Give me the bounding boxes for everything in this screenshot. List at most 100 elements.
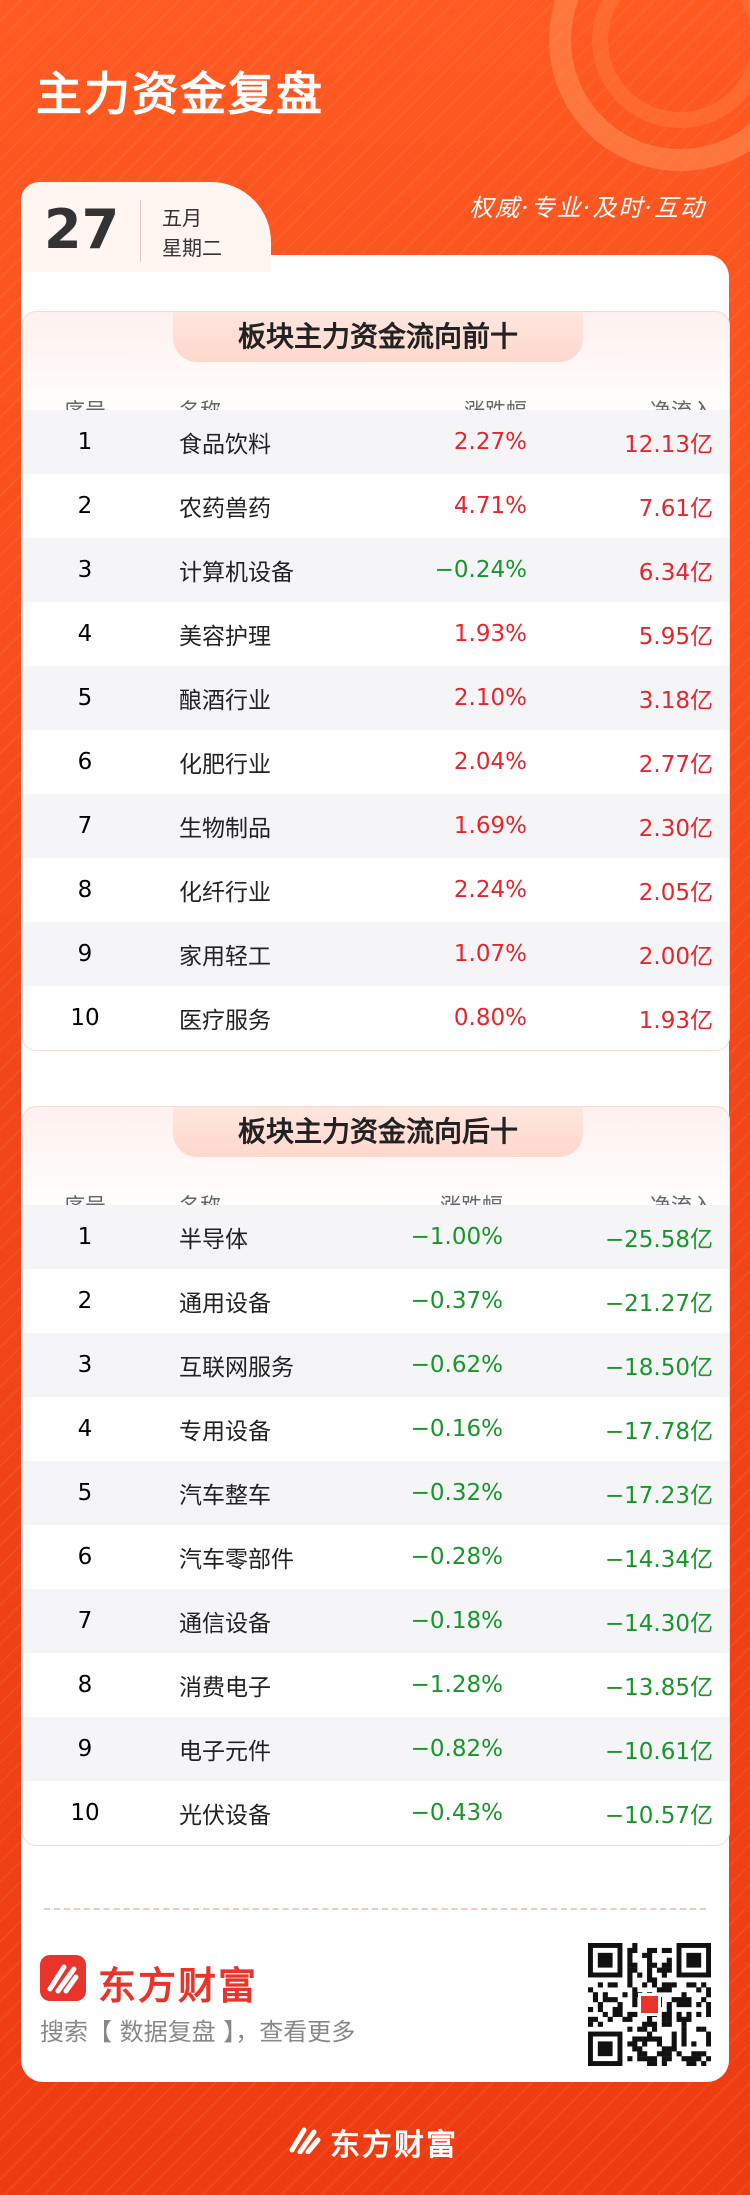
table-row: 1 半导体 −1.00% −25.58亿: [23, 1205, 729, 1269]
cell: −14.34亿: [604, 1547, 713, 1573]
cell: 2.30亿: [638, 816, 713, 842]
cell: 5: [77, 685, 93, 711]
cell: 食品饮料: [179, 432, 271, 458]
cell: 消费电子: [179, 1675, 271, 1701]
cell: −0.43%: [410, 1800, 503, 1826]
cell: −17.23亿: [604, 1483, 713, 1509]
cell: 2.04%: [453, 749, 527, 775]
table-row: 5 酿酒行业 2.10% 3.18亿: [23, 666, 729, 730]
cell: 半导体: [179, 1227, 248, 1253]
cell: 计算机设备: [179, 560, 294, 586]
cell: −0.62%: [410, 1352, 503, 1378]
brand-logo: [40, 1955, 86, 2001]
cell: −13.85亿: [604, 1675, 713, 1701]
table-row: 4 专用设备 −0.16% −17.78亿: [23, 1397, 729, 1461]
cell: 生物制品: [179, 816, 271, 842]
cell: −25.58亿: [604, 1227, 713, 1253]
day: 27: [44, 198, 120, 261]
table-row: 3 计算机设备 −0.24% 6.34亿: [23, 538, 729, 602]
cell: −0.18%: [410, 1608, 503, 1634]
cell: −14.30亿: [604, 1611, 713, 1637]
cell: 医疗服务: [179, 1008, 271, 1034]
cell: 通用设备: [179, 1291, 271, 1317]
month: 五月: [162, 206, 202, 230]
cell: 2.77亿: [638, 752, 713, 778]
cell: 12.13亿: [624, 432, 713, 458]
cell: 1.93亿: [638, 1008, 713, 1034]
cell: 6.34亿: [638, 560, 713, 586]
cell: 9: [77, 1736, 93, 1762]
decoration: [549, 0, 750, 171]
date-tab: [21, 182, 271, 272]
table-row: 5 汽车整车 −0.32% −17.23亿: [23, 1461, 729, 1525]
table-row: 7 通信设备 −0.18% −14.30亿: [23, 1589, 729, 1653]
cell: 通信设备: [179, 1611, 271, 1637]
cell: 专用设备: [179, 1419, 271, 1445]
cell: 互联网服务: [179, 1355, 294, 1381]
table-row: 10 光伏设备 −0.43% −10.57亿: [23, 1781, 729, 1845]
brand: 东方财富: [98, 1964, 259, 2008]
cell: 3.18亿: [638, 688, 713, 714]
cell: 4: [77, 1416, 93, 1442]
cell: 3: [77, 557, 93, 583]
cell: 4.71%: [453, 493, 527, 519]
table-row: 4 美容护理 1.93% 5.95亿: [23, 602, 729, 666]
cell: −21.27亿: [604, 1291, 713, 1317]
table-row: 6 化肥行业 2.04% 2.77亿: [23, 730, 729, 794]
table-title: 板块主力资金流向前十: [173, 312, 583, 362]
cell: 2.05亿: [638, 880, 713, 906]
table-row: 8 化纤行业 2.24% 2.05亿: [23, 858, 729, 922]
cell: −0.28%: [410, 1544, 503, 1570]
cell: 10: [70, 1800, 100, 1826]
cell: 汽车零部件: [179, 1547, 294, 1573]
cell: −0.37%: [410, 1288, 503, 1314]
divider: [44, 1908, 706, 1910]
table-row: 7 生物制品 1.69% 2.30亿: [23, 794, 729, 858]
cell: −10.61亿: [604, 1739, 713, 1765]
cell: 10: [70, 1005, 100, 1031]
cell: 1: [77, 429, 93, 455]
table: 板块主力资金流向后十序号名称涨跌幅净流入1半导体−1.00%−25.58亿2通用…: [22, 1106, 730, 1846]
table-row: 3 互联网服务 −0.62% −18.50亿: [23, 1333, 729, 1397]
cell: 2.27%: [453, 429, 527, 455]
cell: 5.95亿: [638, 624, 713, 650]
cell: 2.00亿: [638, 944, 713, 970]
cell: 1.93%: [453, 621, 527, 647]
cell: 8: [77, 877, 93, 903]
cell: 美容护理: [179, 624, 271, 650]
cell: 3: [77, 1352, 93, 1378]
table-row: 1 食品饮料 2.27% 12.13亿: [23, 410, 729, 474]
cell: 7: [77, 1608, 93, 1634]
table-row: 10 医疗服务 0.80% 1.93亿: [23, 986, 729, 1050]
cell: 2.24%: [453, 877, 527, 903]
cell: 农药兽药: [179, 496, 271, 522]
cell: 1: [77, 1224, 93, 1250]
cell: −0.24%: [434, 557, 527, 583]
cell: 化肥行业: [179, 752, 271, 778]
table-row: 8 消费电子 −1.28% −13.85亿: [23, 1653, 729, 1717]
table-row: 9 家用轻工 1.07% 2.00亿: [23, 922, 729, 986]
cell: 9: [77, 941, 93, 967]
cell: −0.82%: [410, 1736, 503, 1762]
cell: 5: [77, 1480, 93, 1506]
table-row: 2 通用设备 −0.37% −21.27亿: [23, 1269, 729, 1333]
title: 主力资金复盘: [36, 67, 324, 121]
weekday: 星期二: [162, 236, 222, 260]
cell: 2: [77, 1288, 93, 1314]
separator: [140, 200, 141, 262]
cell: 光伏设备: [179, 1803, 271, 1829]
cell: −0.16%: [410, 1416, 503, 1442]
cell: 0.80%: [453, 1005, 527, 1031]
slogan: 权威·专业·及时·互动: [469, 194, 706, 222]
cell: 酿酒行业: [179, 688, 271, 714]
bottom-brand: 东方财富: [330, 2128, 458, 2163]
cell: 1.07%: [453, 941, 527, 967]
table-row: 2 农药兽药 4.71% 7.61亿: [23, 474, 729, 538]
cell: 电子元件: [179, 1739, 271, 1765]
cell: −1.28%: [410, 1672, 503, 1698]
table: 板块主力资金流向前十序号名称涨跌幅净流入1食品饮料2.27%12.13亿2农药兽…: [22, 311, 730, 1051]
cell: 7: [77, 813, 93, 839]
cell: 2: [77, 493, 93, 519]
cell: −0.32%: [410, 1480, 503, 1506]
